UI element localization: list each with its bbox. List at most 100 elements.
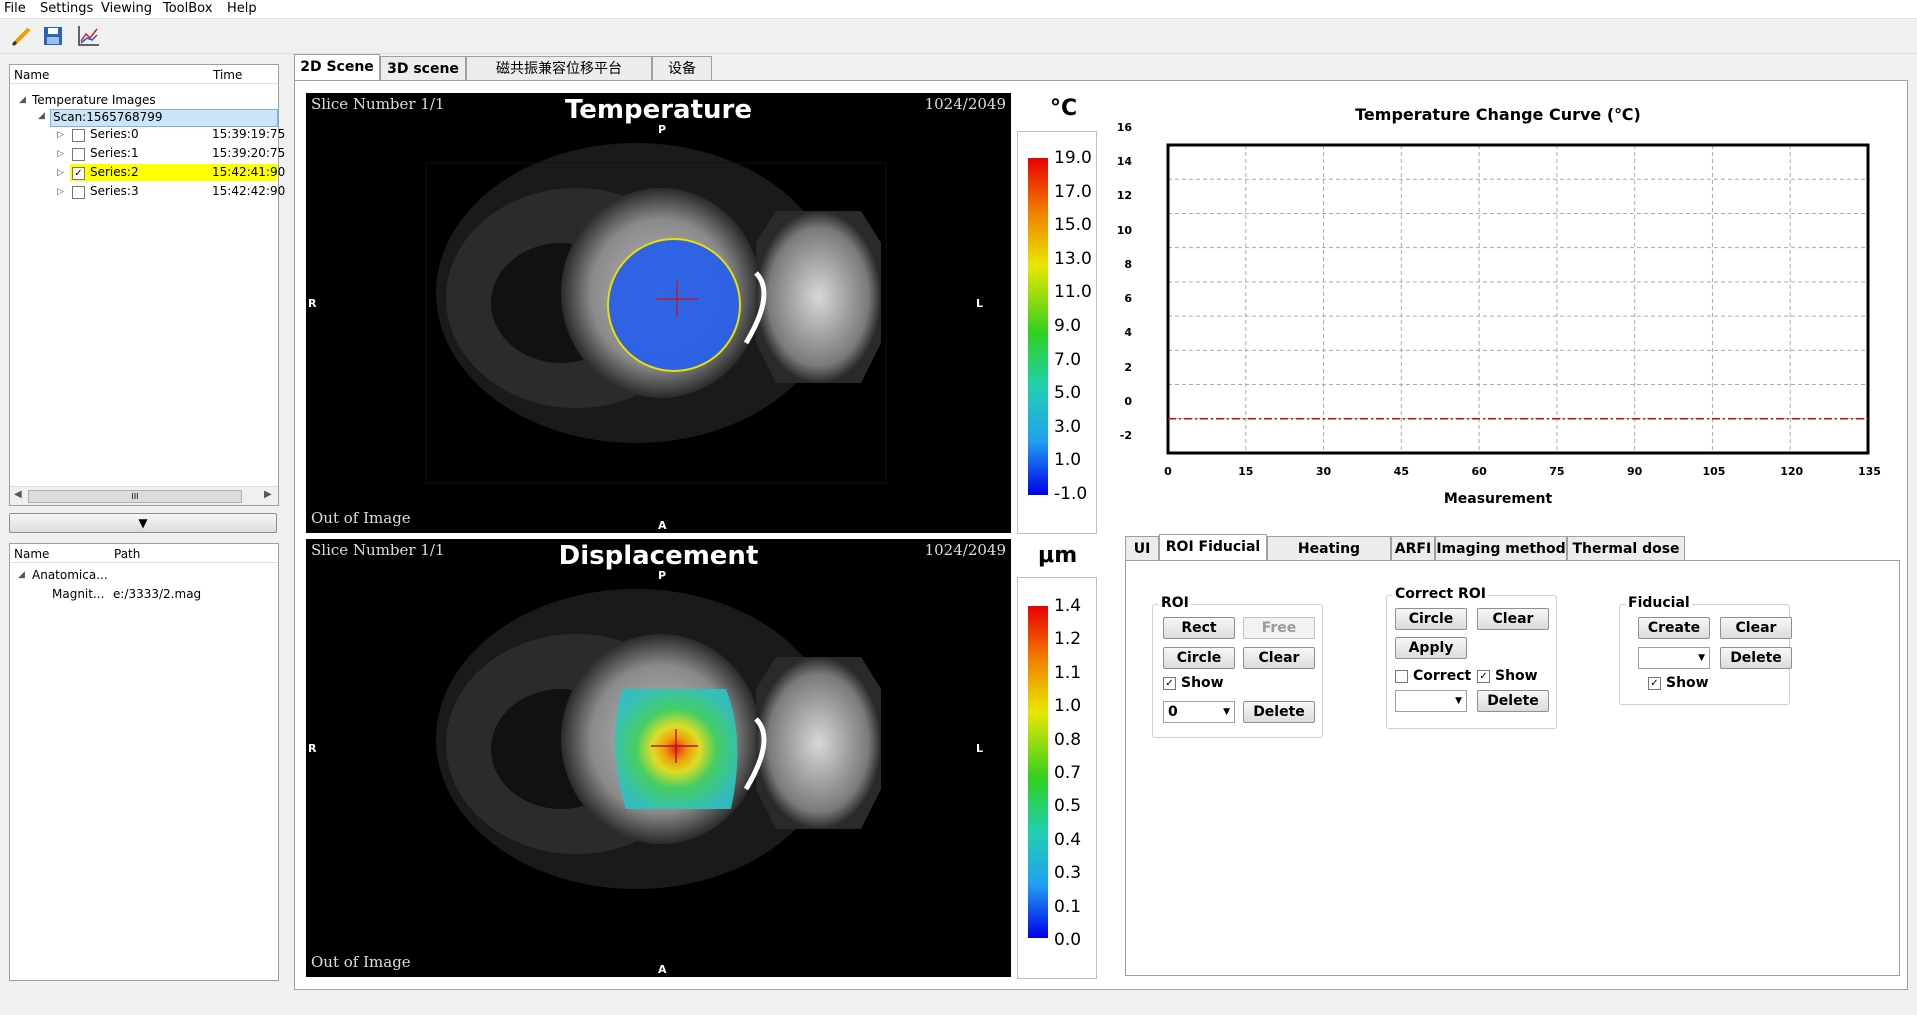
correct-delete-button[interactable]: Delete	[1477, 690, 1549, 712]
fiducial-delete-button[interactable]: Delete	[1720, 647, 1792, 669]
chart-plot	[1166, 143, 1870, 455]
tab-device[interactable]: 设备	[652, 56, 712, 80]
series-0-label[interactable]: Series:0	[90, 127, 139, 141]
fiducial-clear-button[interactable]: Clear	[1720, 617, 1792, 639]
tab-displacement-platform[interactable]: 磁共振兼容位移平台	[466, 56, 652, 80]
x-tick-label: 75	[1549, 465, 1565, 478]
colorbar-gradient	[1028, 606, 1048, 938]
save-icon[interactable]	[40, 24, 66, 48]
roi-delete-button[interactable]: Delete	[1243, 701, 1315, 723]
roi-free-button[interactable]: Free	[1243, 617, 1315, 639]
column-name-header[interactable]: Name	[14, 547, 50, 561]
collapsed-icon[interactable]: ▷	[57, 187, 64, 197]
tab-3d-scene[interactable]: 3D scene	[380, 56, 466, 80]
collapsed-icon[interactable]: ▷	[57, 149, 64, 159]
correct-select[interactable]: ▼	[1395, 690, 1467, 712]
y-tick-label: 8	[1124, 257, 1132, 271]
collapsed-icon[interactable]: ▷	[57, 168, 64, 178]
colorbar-tick-label: 0.8	[1054, 729, 1082, 750]
menu-settings[interactable]: Settings	[40, 1, 94, 16]
correct-checkbox[interactable]: Correct	[1395, 668, 1471, 684]
x-tick-label: 45	[1393, 465, 1409, 478]
column-path-header[interactable]: Path	[114, 547, 141, 561]
mri-slice-image	[306, 93, 1011, 533]
scroll-left-icon[interactable]: ◀	[14, 489, 22, 500]
series-0-time: 15:39:19:75	[212, 127, 286, 141]
y-tick-label: 4	[1124, 326, 1132, 340]
correct-circle-button[interactable]: Circle	[1395, 608, 1467, 630]
roi-circle-button[interactable]: Circle	[1163, 647, 1235, 669]
column-time-header[interactable]: Time	[213, 68, 243, 82]
tab-arfi[interactable]: ARFI	[1391, 536, 1435, 560]
fiducial-select[interactable]: ▼	[1638, 647, 1710, 669]
temperature-view[interactable]: Slice Number 1/1 Temperature 1024/2049 O…	[306, 93, 1011, 533]
roi-circle[interactable]	[607, 238, 741, 372]
tab-thermal-dose[interactable]: Thermal dose	[1567, 536, 1685, 560]
tab-roi-fiducial[interactable]: ROI Fiducial	[1159, 534, 1267, 562]
horizontal-scrollbar[interactable]: ◀ III ▶	[10, 486, 278, 505]
correct-label: Correct	[1413, 668, 1472, 684]
correct-show-checkbox[interactable]: ✓ Show	[1477, 668, 1538, 684]
series-2-selected-row[interactable]	[70, 164, 277, 181]
scroll-thumb[interactable]: III	[28, 490, 242, 503]
fiducial-create-button[interactable]: Create	[1638, 617, 1710, 639]
chart-xlabel: Measurement	[1443, 491, 1553, 507]
roi-show-checkbox[interactable]: ✓ Show	[1163, 675, 1224, 691]
pencil-icon[interactable]	[9, 24, 35, 48]
scroll-right-icon[interactable]: ▶	[264, 489, 272, 500]
colorbar-gradient	[1028, 158, 1048, 495]
y-tick-label: 12	[1116, 189, 1132, 203]
tree-scan-node[interactable]: Scan:1565768799	[50, 109, 278, 127]
expand-icon[interactable]: ◢	[38, 111, 45, 121]
series-3-label[interactable]: Series:3	[90, 184, 139, 198]
plot-frame	[1166, 143, 1870, 455]
menu-viewing[interactable]: Viewing	[101, 1, 152, 16]
roi-rect-button[interactable]: Rect	[1163, 617, 1235, 639]
roi-clear-button[interactable]: Clear	[1243, 647, 1315, 669]
series-3-checkbox[interactable]	[72, 186, 85, 199]
frame-counter: 1024/2049	[924, 95, 1006, 113]
correct-clear-button[interactable]: Clear	[1477, 608, 1549, 630]
checkmark-icon: ✓	[1477, 669, 1490, 683]
scan-label: Scan:1565768799	[53, 110, 163, 124]
series-1-label[interactable]: Series:1	[90, 146, 139, 160]
colorbar-tick-label: 11.0	[1054, 282, 1092, 303]
displacement-view[interactable]: Slice Number 1/1 Displacement 1024/2049 …	[306, 539, 1011, 977]
y-tick-label: 10	[1116, 223, 1132, 237]
tree-root-temperature-images[interactable]: Temperature Images	[32, 93, 156, 107]
y-tick-label: 14	[1116, 155, 1132, 169]
tree-root-anatomical[interactable]: Anatomica...	[32, 568, 108, 582]
colorbar-tick-label: 15.0	[1054, 215, 1092, 236]
tab-imaging-method[interactable]: Imaging method	[1435, 536, 1567, 560]
tree-header: Name Time	[10, 65, 278, 84]
status-label: Out of Image	[311, 509, 411, 527]
fiducial-show-checkbox[interactable]: ✓ Show	[1648, 675, 1709, 691]
orientation-top: P	[658, 569, 667, 582]
menu-toolbox[interactable]: ToolBox	[163, 1, 213, 16]
column-name-header[interactable]: Name	[14, 68, 50, 82]
chevron-down-icon: ▼	[1455, 696, 1462, 706]
tab-heating-control[interactable]: Heating control	[1267, 536, 1391, 581]
panel-collapse-button[interactable]: ▼	[9, 513, 277, 533]
colorbar-tick-label: 1.4	[1054, 596, 1082, 616]
image-tree-panel: Name Time ◢ Temperature Images ◢ Scan:15…	[9, 64, 285, 506]
x-tick-label: 60	[1471, 465, 1487, 478]
series-1-checkbox[interactable]	[72, 148, 85, 161]
series-0-checkbox[interactable]	[72, 129, 85, 142]
series-2-checkbox[interactable]: ✓	[72, 167, 85, 180]
checkbox-box	[1395, 669, 1408, 683]
tree-child-magnitude[interactable]: Magnit...	[52, 587, 105, 601]
correct-apply-button[interactable]: Apply	[1395, 637, 1467, 659]
menu-file[interactable]: File	[4, 1, 26, 16]
menu-help[interactable]: Help	[227, 1, 257, 16]
chart-icon[interactable]	[76, 24, 102, 48]
expand-icon[interactable]: ◢	[19, 95, 26, 105]
expand-icon[interactable]: ◢	[18, 570, 25, 580]
slice-number-label: Slice Number 1/1	[311, 541, 445, 559]
tab-2d-scene[interactable]: 2D Scene	[294, 54, 380, 81]
roi-select[interactable]: 0 ▼	[1163, 701, 1235, 723]
collapsed-icon[interactable]: ▷	[57, 130, 64, 140]
tab-ui[interactable]: UI	[1125, 536, 1159, 560]
fiducial-group: Fiducial Create Clear ▼ Delete ✓ Show	[1619, 595, 1792, 705]
series-2-label[interactable]: Series:2	[90, 165, 139, 179]
